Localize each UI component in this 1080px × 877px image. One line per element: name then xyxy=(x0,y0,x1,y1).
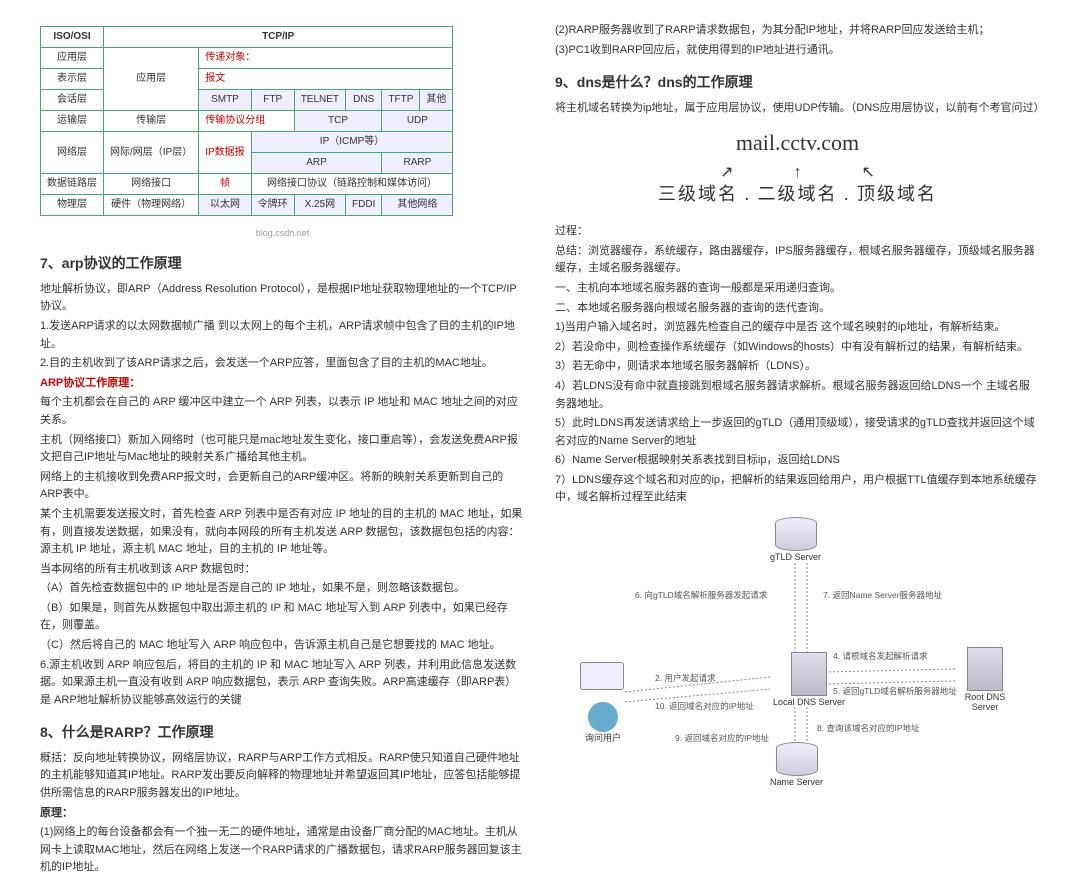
sec9-s3: 1)当用户输入域名时，浏览器先检查自己的缓存中是否 这个域名映射的ip地址，有解… xyxy=(555,319,1040,337)
osi-r6-t: 帧 xyxy=(199,174,251,195)
sec7-sub: ARP协议工作原理： xyxy=(40,375,525,393)
osi-hdr-2: TCP/IP xyxy=(104,27,453,48)
osi-r6-m: 网络接口 xyxy=(104,174,199,195)
osi-p-other1: 其他 xyxy=(420,90,453,111)
edge-9: 9. 返回域名对应的IP地址 xyxy=(675,732,769,746)
edge-8: 8. 查询该域名对应的IP地址 xyxy=(817,722,919,736)
domain-levels: 三级域名 . 二级域名 . 顶级域名 xyxy=(555,180,1040,209)
osi-p-tcp: TCP xyxy=(294,111,382,132)
node-laptop xyxy=(580,662,624,692)
node-ns: Name Server xyxy=(770,742,823,788)
osi-r4-t: 传输协议分组 xyxy=(199,111,294,132)
sec7-l6: 6.源主机收到 ARP 响应包后，将目的主机的 IP 和 MAC 地址写入 AR… xyxy=(40,657,525,710)
osi-r7-m: 硬件（物理网络） xyxy=(104,195,199,216)
sec9-proc: 过程： xyxy=(555,223,1040,241)
sec8b-p2: (3)PC1收到RARP回应后，就使用得到的IP地址进行通讯。 xyxy=(555,42,1040,60)
sec9-p1: 将主机域名转换为ip地址，属于应用层协议，使用UDP传输。（DNS应用层协议，以… xyxy=(555,100,1040,118)
right-column: (2)RARP服务器收到了RARP请求数据包，为其分配IP地址，并将RARP回应… xyxy=(555,20,1040,744)
osi-p-eth: 以太网 xyxy=(199,195,251,216)
sec7-l5c: （C）然后将自己的 MAC 地址写入 ARP 响应包中，告诉源主机自己是它想要找… xyxy=(40,637,525,655)
sec8-p2: (1)网络上的每台设备都会有一个独一无二的硬件地址，通常是由设备厂商分配的MAC… xyxy=(40,824,525,877)
edge-7: 7. 返回Name Server服务器地址 xyxy=(823,589,942,603)
osi-r6-sub: 网络接口协议（链路控制和媒体访问） xyxy=(251,174,453,195)
edge-2: 2. 用户发起请求 xyxy=(655,672,715,686)
osi-r1-t: 传递对象： xyxy=(199,48,453,69)
osi-r2-l: 表示层 xyxy=(41,69,104,90)
sec9-s2: 二、本地域名服务器向根域名服务器的查询的迭代查询。 xyxy=(555,300,1040,318)
sec9-s4: 2）若没命中，则检查操作系统缓存（如Windows的hosts）中有没有解析过的… xyxy=(555,339,1040,357)
osi-p-smtp: SMTP xyxy=(199,90,251,111)
sec8-sub: 原理： xyxy=(40,805,525,823)
edge-10: 10. 返回域名对应的IP地址 xyxy=(655,700,754,714)
osi-r5-l: 网络层 xyxy=(41,132,104,174)
osi-p-x25: X.25网 xyxy=(294,195,345,216)
osi-r7-l: 物理层 xyxy=(41,195,104,216)
sec7-l4: 某个主机需要发送报文时，首先检查 ARP 列表中是否有对应 IP 地址的目的主机… xyxy=(40,506,525,559)
sec8-title: 8、什么是RARP？工作原理 xyxy=(40,721,525,743)
sec9-s8: 6）Name Server根据映射关系表找到目标ip，返回给LDNS xyxy=(555,452,1040,470)
osi-p-dns: DNS xyxy=(346,90,382,111)
osi-r5-m: 网际/网层（IP层） xyxy=(104,132,199,174)
osi-p-tftp: TFTP xyxy=(382,90,420,111)
edge-6: 6. 向gTLD域名解析服务器发起请求 xyxy=(635,589,767,603)
osi-r6-l: 数据链路层 xyxy=(41,174,104,195)
osi-r4-l: 运输层 xyxy=(41,111,104,132)
sec7-l2: 主机（网络接口）新加入网络时（也可能只是mac地址发生变化，接口重启等），会发送… xyxy=(40,432,525,467)
osi-p-othernet: 其他网络 xyxy=(382,195,453,216)
sec9-s6: 4）若LDNS没有命中就直接跳到根域名服务器请求解析。根域名服务器返回给LDNS… xyxy=(555,378,1040,413)
sec9-s5: 3）若无命中，则请求本地域名服务器解析（LDNS）。 xyxy=(555,358,1040,376)
sec9-s0: 总结：浏览器缓存，系统缓存，路由器缓存，IPS服务器缓存，根域名服务器缓存，顶级… xyxy=(555,243,1040,278)
domain-example: mail.cctv.com xyxy=(555,125,1040,160)
sec9-title: 9、dns是什么？dns的工作原理 xyxy=(555,71,1040,93)
osi-p-ftp: FTP xyxy=(251,90,294,111)
sec8b-p1: (2)RARP服务器收到了RARP请求数据包，为其分配IP地址，并将RARP回应… xyxy=(555,22,1040,40)
sec7-p2: 1.发送ARP请求的以太网数据帧广播 到以太网上的每个主机，ARP请求帧中包含了… xyxy=(40,318,525,353)
sec8-p1: 概括：反向地址转换协议，网络层协议，RARP与ARP工作方式相反。RARP使只知… xyxy=(40,750,525,803)
osi-hdr-1: ISO/OSI xyxy=(41,27,104,48)
sec7-p3: 2.目的主机收到了该ARP请求之后，会发送一个ARP应答，里面包含了目的主机的M… xyxy=(40,355,525,373)
watermark-1: blog.csdn.net xyxy=(40,226,525,240)
osi-p-arp: ARP xyxy=(251,153,382,174)
osi-p-telnet: TELNET xyxy=(294,90,345,111)
sec9-s1: 一、主机向本地域名服务器的查询一般都是采用递归查询。 xyxy=(555,280,1040,298)
domain-hierarchy-figure: mail.cctv.com ↗↑↖ 三级域名 . 二级域名 . 顶级域名 xyxy=(555,125,1040,209)
dns-flow-diagram: gTLD Server Root DNS Server Local DNS Se… xyxy=(555,517,1015,777)
sec7-title: 7、arp协议的工作原理 xyxy=(40,252,525,274)
osi-table: ISO/OSITCP/IP 应用层应用层传递对象： 表示层报文 会话层 SMTP… xyxy=(40,26,453,216)
sec7-l1: 每个主机都会在自己的 ARP 缓冲区中建立一个 ARP 列表，以表示 IP 地址… xyxy=(40,394,525,429)
node-gtld: gTLD Server xyxy=(770,517,821,563)
osi-p-fddi: FDDI xyxy=(346,195,382,216)
node-user: 询问用户 xyxy=(585,702,621,744)
osi-p-ip: IP（ICMP等） xyxy=(251,132,453,153)
sec9-s9: 7）LDNS缓存这个域名和对应的ip，把解析的结果返回给用户，用户根据TTL值缓… xyxy=(555,472,1040,507)
sec7-l5: 当本网络的所有主机收到该 ARP 数据包时： xyxy=(40,561,525,579)
osi-p-udp: UDP xyxy=(382,111,453,132)
left-column: ISO/OSITCP/IP 应用层应用层传递对象： 表示层报文 会话层 SMTP… xyxy=(40,20,525,744)
osi-r2-m: 应用层 xyxy=(104,48,199,111)
osi-p-token: 令牌环 xyxy=(251,195,294,216)
sec7-l5a: （A）首先检查数据包中的 IP 地址是否是自己的 IP 地址，如果不是，则忽略该… xyxy=(40,580,525,598)
edge-5: 5. 返回gTLD域名解析服务器地址 xyxy=(833,685,957,699)
osi-r5-t: IP数据报 xyxy=(199,132,251,174)
osi-r3-l: 会话层 xyxy=(41,90,104,111)
osi-r1-l: 应用层 xyxy=(41,48,104,69)
osi-r2-t: 报文 xyxy=(199,69,453,90)
edge-4: 4. 请根域名发起解析请求 xyxy=(833,650,927,664)
node-root: Root DNS Server xyxy=(955,647,1015,713)
osi-p-rarp: RARP xyxy=(382,153,453,174)
osi-r4-m: 传输层 xyxy=(104,111,199,132)
sec9-s7: 5）此时LDNS再发送请求给上一步返回的gTLD（通用顶级域），接受请求的gTL… xyxy=(555,415,1040,450)
sec7-l5b: （B）如果是，则首先从数据包中取出源主机的 IP 和 MAC 地址写入到 ARP… xyxy=(40,600,525,635)
sec7-p1: 地址解析协议，即ARP（Address Resolution Protocol）… xyxy=(40,281,525,316)
sec7-l3: 网络上的主机接收到免费ARP报文时，会更新自己的ARP缓冲区。将新的映射关系更新… xyxy=(40,469,525,504)
